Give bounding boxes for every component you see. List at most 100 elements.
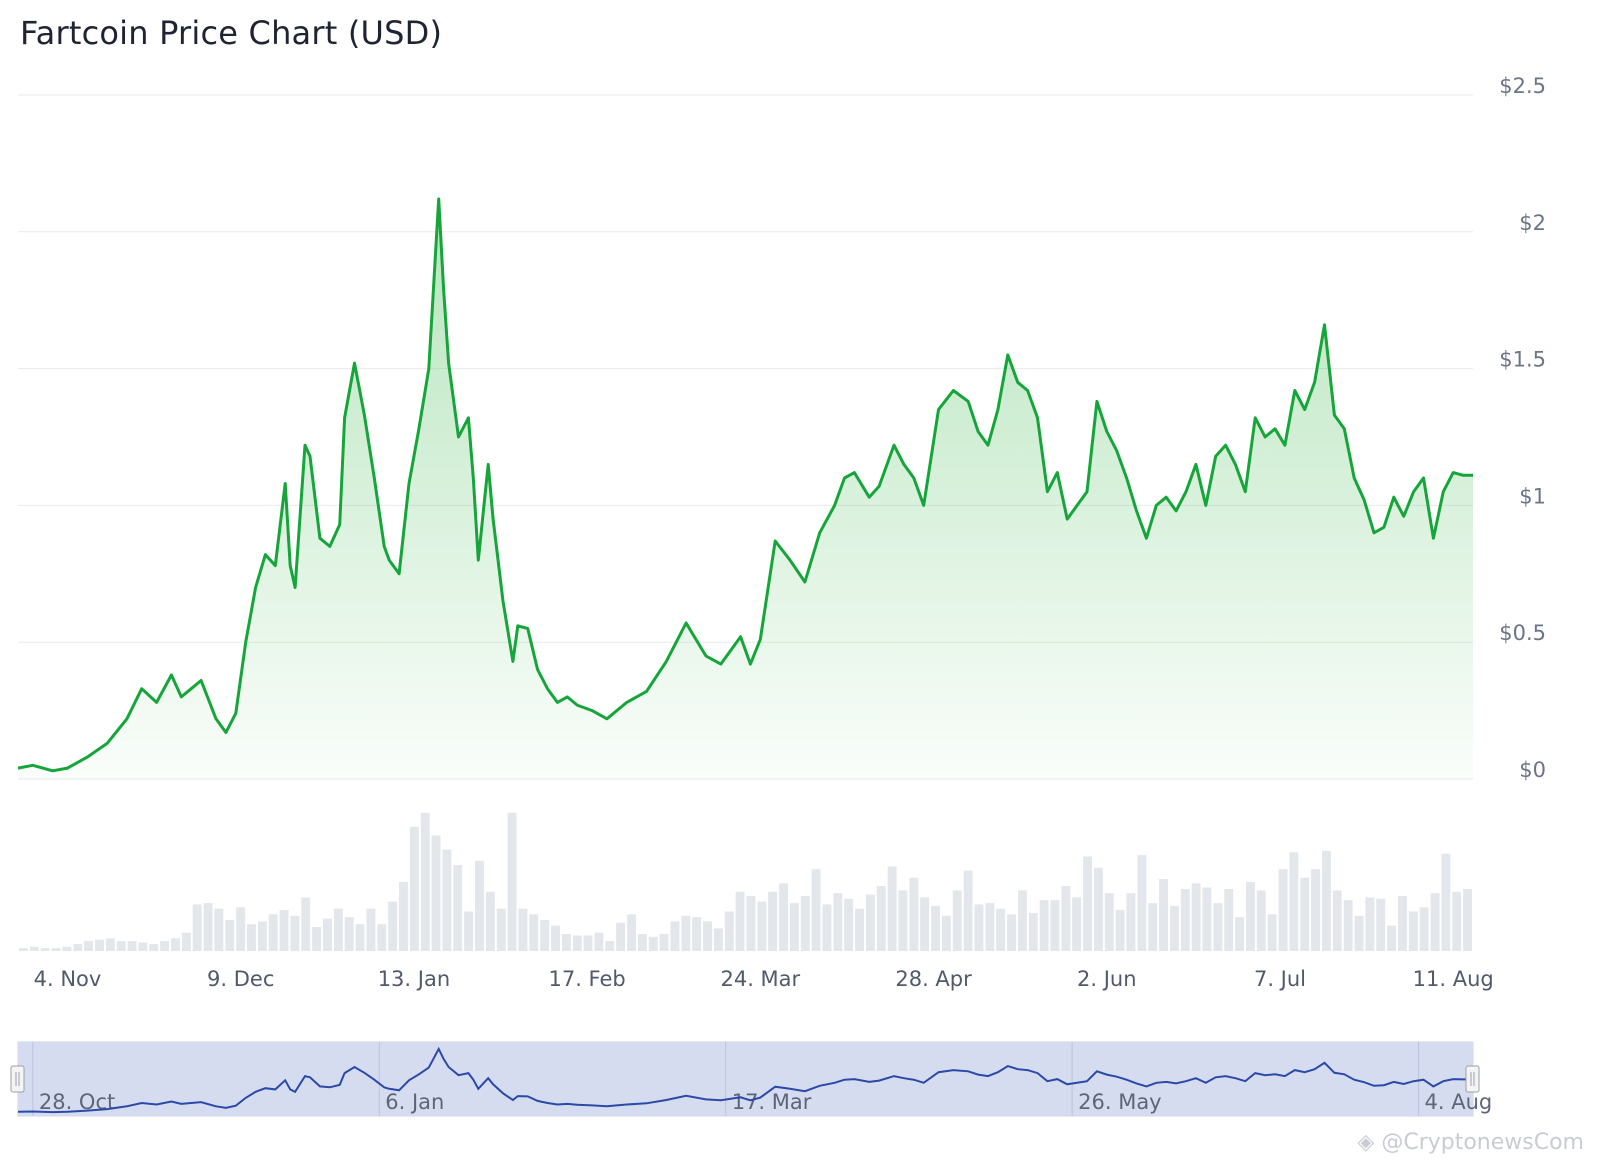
volume-bar [442, 849, 452, 951]
volume-bar [1343, 900, 1353, 951]
navigator[interactable]: 28. Oct 6. Jan 17. Mar 26. May 4. Aug [10, 1041, 1493, 1117]
volume-bar [1419, 907, 1429, 951]
volume-bar [312, 927, 322, 951]
volume-bar [757, 901, 767, 951]
volume-bar [388, 901, 398, 951]
volume-bar [518, 908, 528, 951]
volume-bar [692, 917, 702, 951]
volume-bar [1332, 890, 1342, 951]
y-tick-label: $1 [1519, 484, 1546, 508]
volume-bar [583, 935, 593, 951]
volume-bar [171, 938, 180, 951]
volume-bar [909, 877, 919, 951]
volume-bar [29, 946, 39, 951]
volume-bar [605, 941, 615, 951]
volume-bar [149, 944, 159, 952]
volume-bar [1039, 900, 1049, 951]
volume-bar [800, 896, 810, 951]
watermark: ◈ @CryptonewsCom [1357, 1130, 1584, 1155]
volume-bar [105, 938, 115, 951]
volume-bar [268, 914, 278, 951]
volume-bar [62, 946, 72, 951]
volume-bar [1267, 914, 1277, 951]
volume-bar [485, 891, 495, 951]
x-tick-label: 2. Jun [1077, 967, 1137, 991]
volume-bar [713, 928, 723, 951]
chart-title: Fartcoin Price Chart (USD) [20, 14, 443, 52]
volume-bar [1398, 896, 1407, 951]
volume-bar [366, 908, 376, 951]
volume-bar [1083, 856, 1092, 951]
volume-bar [377, 924, 387, 951]
volume-bar [627, 914, 636, 951]
volume-bar [1441, 853, 1451, 951]
navigator-selection[interactable] [18, 1042, 1473, 1116]
volume-bar [40, 948, 50, 951]
volume-bar [648, 936, 658, 951]
volume-bar [1235, 917, 1244, 951]
volume-bar [540, 920, 550, 951]
volume-bar [84, 941, 93, 951]
volume-bar [833, 893, 843, 951]
volume-bar [681, 915, 691, 952]
volume-bar [822, 904, 832, 951]
volume-bar [399, 881, 408, 951]
navigator-tick-label: 17. Mar [732, 1090, 812, 1114]
volume-bar [344, 917, 354, 951]
navigator-handle-left[interactable] [10, 1065, 25, 1093]
volume-bar [95, 939, 104, 951]
volume-bar [844, 898, 854, 951]
volume-bar [811, 869, 821, 951]
volume-bar [355, 924, 365, 951]
volume-bar [779, 883, 788, 951]
volume-bar [920, 897, 930, 951]
volume-bar [1202, 887, 1212, 951]
volume-bar [1387, 925, 1396, 951]
navigator-tick-label: 6. Jan [385, 1090, 444, 1114]
volume-bar [127, 941, 137, 951]
volume-bar [214, 908, 224, 951]
volume-bar [724, 911, 734, 951]
volume-bar [1278, 869, 1288, 951]
volume-bar [1170, 905, 1179, 951]
volume-bar [1126, 893, 1136, 951]
navigator-tick-label: 4. Aug [1425, 1090, 1493, 1114]
volume-bar [236, 907, 246, 951]
volume-bar [551, 925, 560, 951]
volume-bar [1354, 915, 1364, 952]
volume-bar [941, 915, 951, 952]
volume-bar [898, 890, 908, 951]
volume-bar [1007, 914, 1016, 951]
volume-bar [572, 935, 582, 951]
volume-bar [333, 908, 343, 951]
y-axis: $0 $0.5 $1 $1.5 $2 $2.5 [1499, 74, 1546, 782]
volume-bar [203, 903, 213, 951]
volume-bar [931, 905, 940, 951]
volume-bar [1061, 886, 1071, 951]
volume-bar [279, 910, 289, 951]
volume-bar [160, 941, 170, 951]
volume-bar [453, 865, 463, 951]
volume-bar [1300, 877, 1310, 951]
volume-bar [1311, 869, 1320, 951]
x-tick-label: 7. Jul [1254, 967, 1306, 991]
volume-bar [1018, 890, 1027, 951]
volume-bars [19, 812, 1472, 952]
navigator-handle-right[interactable] [1465, 1065, 1480, 1093]
volume-bar [1115, 910, 1125, 951]
price-area [18, 199, 1473, 779]
volume-bar [789, 903, 799, 951]
x-tick-label: 17. Feb [548, 967, 625, 991]
volume-bar [247, 924, 256, 951]
price-line[interactable] [17, 197, 1473, 773]
volume-bar [1256, 890, 1266, 951]
volume-bar [865, 894, 875, 951]
volume-bar [1050, 900, 1060, 951]
volume-bar [1365, 897, 1375, 951]
volume-bar [952, 890, 962, 951]
volume-bar [1322, 850, 1331, 951]
x-tick-label: 4. Nov [34, 967, 102, 991]
x-tick-label: 24. Mar [720, 967, 800, 991]
volume-bar [985, 903, 995, 951]
